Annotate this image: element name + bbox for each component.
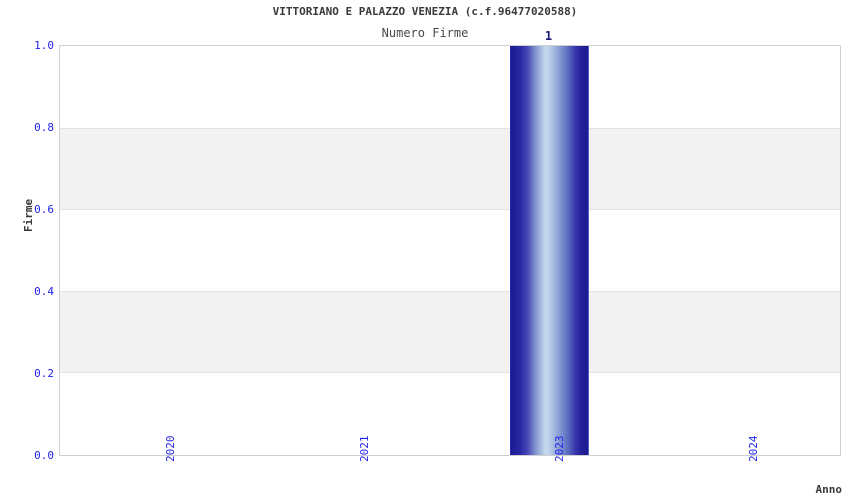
- y-tick-label: 0.6: [34, 203, 54, 216]
- chart-title: VITTORIANO E PALAZZO VENEZIA (c.f.964770…: [272, 5, 578, 18]
- x-tick-label-2021: 2021: [358, 435, 371, 463]
- y-axis-ticks: 1.0 0.8 0.6 0.4 0.2 0.0: [0, 39, 54, 462]
- chart-subtitle: Numero Firme: [381, 26, 469, 40]
- x-tick-label-2020: 2020: [164, 435, 177, 463]
- grid-band: [60, 127, 840, 210]
- bar-value-label: 1: [544, 29, 553, 43]
- x-axis-title: Anno: [815, 483, 843, 496]
- x-tick-label-2024: 2024: [747, 435, 760, 463]
- bar-2023[interactable]: [510, 46, 589, 455]
- x-tick-label-2023: 2023: [553, 435, 566, 463]
- y-tick-label: 1.0: [34, 39, 54, 52]
- y-tick-label: 0.8: [34, 121, 54, 134]
- y-axis-title: Firme: [22, 198, 35, 232]
- y-tick-label: 0.4: [34, 285, 54, 298]
- grid-band: [60, 291, 840, 374]
- y-tick-label: 0.0: [34, 449, 54, 462]
- y-tick-label: 0.2: [34, 367, 54, 380]
- plot-area: [59, 45, 841, 456]
